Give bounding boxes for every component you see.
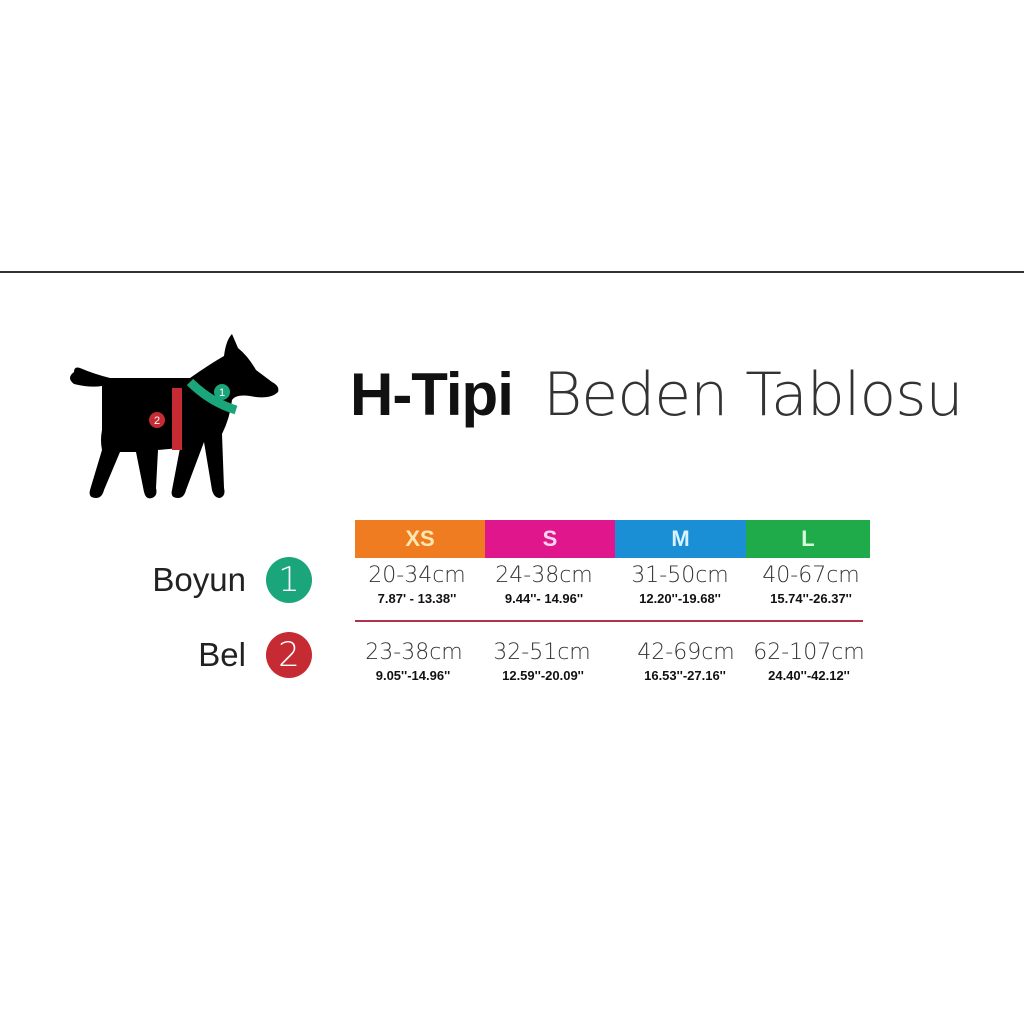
neck-cm-xs: 20-34cm xyxy=(368,563,466,588)
waist-cm-m: 42-69cm xyxy=(637,640,735,665)
waist-strap xyxy=(172,388,182,450)
waist-inch-xs: 9.05''-14.96'' xyxy=(375,668,451,683)
row-divider xyxy=(355,620,863,622)
size-header-s: S xyxy=(485,520,615,558)
neck-inch-l: 15.74''-26.37'' xyxy=(770,591,852,606)
neck-number-badge: 1 xyxy=(266,557,312,603)
dog-illustration: 1 2 xyxy=(70,334,279,499)
neck-marker-icon xyxy=(214,384,230,400)
waist-cm-xs: 23-38cm xyxy=(365,640,463,665)
waist-inch-s: 12.59''-20.09'' xyxy=(502,668,584,683)
size-header-l: L xyxy=(746,520,870,558)
neck-strap xyxy=(186,378,238,415)
waist-marker-icon xyxy=(149,412,165,428)
waist-inch-m: 16.53''-27.16'' xyxy=(644,668,726,683)
top-divider xyxy=(0,271,1024,273)
waist-number-badge: 2 xyxy=(266,632,312,678)
title-bold: H-Tipi xyxy=(350,361,514,428)
waist-cm-l: 62-107cm xyxy=(753,640,865,665)
neck-inch-m: 12.20''-19.68'' xyxy=(639,591,721,606)
neck-cm-m: 31-50cm xyxy=(631,563,729,588)
waist-label: Bel xyxy=(198,636,246,673)
neck-marker-number: 1 xyxy=(219,387,225,399)
neck-label: Boyun xyxy=(152,561,246,598)
size-header-xs: XS xyxy=(355,520,485,558)
neck-inch-xs: 7.87' - 13.38'' xyxy=(377,591,457,606)
waist-marker-number: 2 xyxy=(154,415,160,427)
waist-inch-l: 24.40''-42.12'' xyxy=(768,668,850,683)
neck-cm-l: 40-67cm xyxy=(762,563,860,588)
waist-cm-s: 32-51cm xyxy=(493,640,591,665)
size-header-m: M xyxy=(615,520,746,558)
neck-inch-s: 9.44''- 14.96'' xyxy=(504,591,584,606)
title-light: Beden Tablosu xyxy=(543,360,964,430)
neck-cm-s: 24-38cm xyxy=(495,563,593,588)
